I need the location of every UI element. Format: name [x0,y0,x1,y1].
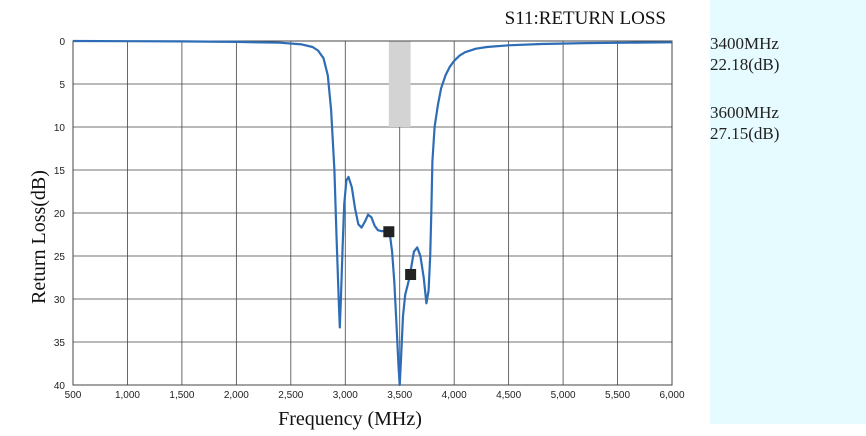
y-tick-label: 35 [54,338,66,349]
y-tick-labels: 0 5 10 15 20 25 30 35 40 [54,37,66,392]
marker-1-frequency: 3400MHz [710,34,779,53]
axes [72,40,673,386]
return-loss-line [72,39,673,387]
x-tick-label: 3,000 [333,390,358,401]
x-tick-labels: 500 1,000 1,500 2,000 2,500 3,000 3,500 4,000 4,… [65,390,685,401]
x-tick-label: 1,000 [115,390,140,401]
x-tick-label: 4,000 [442,390,467,401]
marker-point-2 [405,268,417,280]
frequency-band-highlight [388,41,411,127]
x-tick-label: 5,000 [551,390,576,401]
marker-2-value: 27.15(dB) [710,124,780,143]
x-tick-label: 6,000 [659,390,684,401]
x-tick-label: 2,500 [278,390,303,401]
grid [72,40,673,386]
chart-title: S11:RETURN LOSS [504,8,666,29]
marker-1-value: 22.18(dB) [710,55,780,74]
y-tick-label: 20 [54,209,66,220]
x-tick-label: 3,500 [387,390,412,401]
marker-readout-2: 3600MHz 27.15(dB) [710,102,779,144]
y-tick-label: 5 [59,80,65,91]
marker-2-frequency: 3600MHz [710,103,779,122]
marker-readout-1: 3400MHz 22.18(dB) [710,33,779,75]
x-tick-label: 5,500 [605,390,630,401]
x-tick-label: 1,500 [169,390,194,401]
y-axis-label: Return Loss(dB) [28,170,50,304]
x-tick-label: 4,500 [496,390,521,401]
series-layer [72,39,673,387]
y-tick-label: 0 [59,37,65,48]
band-layer [388,41,411,127]
y-tick-label: 30 [54,295,66,306]
y-tick-label: 25 [54,252,66,263]
y-tick-label: 10 [54,123,66,134]
marker-layer [383,226,417,280]
y-tick-label: 40 [54,381,66,392]
marker-readout-panel [710,0,866,424]
x-axis-label: Frequency (MHz) [278,408,422,430]
marker-point-1 [383,226,395,238]
x-tick-label: 2,000 [224,390,249,401]
x-tick-label: 500 [65,390,82,401]
y-tick-label: 15 [54,166,66,177]
plot-border [72,40,673,386]
